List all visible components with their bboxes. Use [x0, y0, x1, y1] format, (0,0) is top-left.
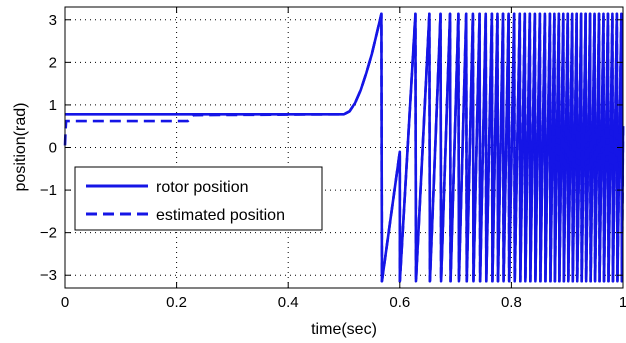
ticks	[64, 7, 624, 288]
series-line-rotor-position	[65, 12, 625, 283]
legend: rotor position estimated position	[74, 166, 323, 231]
legend-label-rotor-position: rotor position	[156, 179, 249, 196]
x-tick-label: 0.6	[389, 294, 410, 311]
x-tick-label: 0.2	[166, 294, 187, 311]
y-tick-label: −2	[40, 225, 57, 242]
series-layer	[63, 12, 625, 283]
x-tick-label: 1	[619, 294, 626, 311]
x-tick-label: 0.4	[278, 294, 299, 311]
x-tick-label: 0.8	[501, 294, 522, 311]
y-axis-label: position(rad)	[12, 103, 29, 192]
y-tick-label: −1	[40, 182, 57, 199]
y-tick-label: 2	[49, 54, 57, 71]
y-tick-label: 1	[49, 97, 57, 114]
x-axis-label: time(sec)	[311, 321, 377, 338]
y-tick-label: −3	[40, 267, 57, 284]
x-tick-label: 0	[61, 294, 69, 311]
y-tick-label: 0	[49, 140, 57, 157]
legend-box	[74, 166, 323, 231]
legend-label-estimated-position: estimated position	[156, 207, 285, 224]
series-line-estimated-position	[63, 12, 625, 283]
x-tick-labels: 0 0.2 0.4 0.6 0.8 1	[61, 294, 626, 311]
y-tick-labels: −3 −2 −1 0 1 2 3	[40, 12, 57, 284]
y-tick-label: 3	[49, 12, 57, 29]
